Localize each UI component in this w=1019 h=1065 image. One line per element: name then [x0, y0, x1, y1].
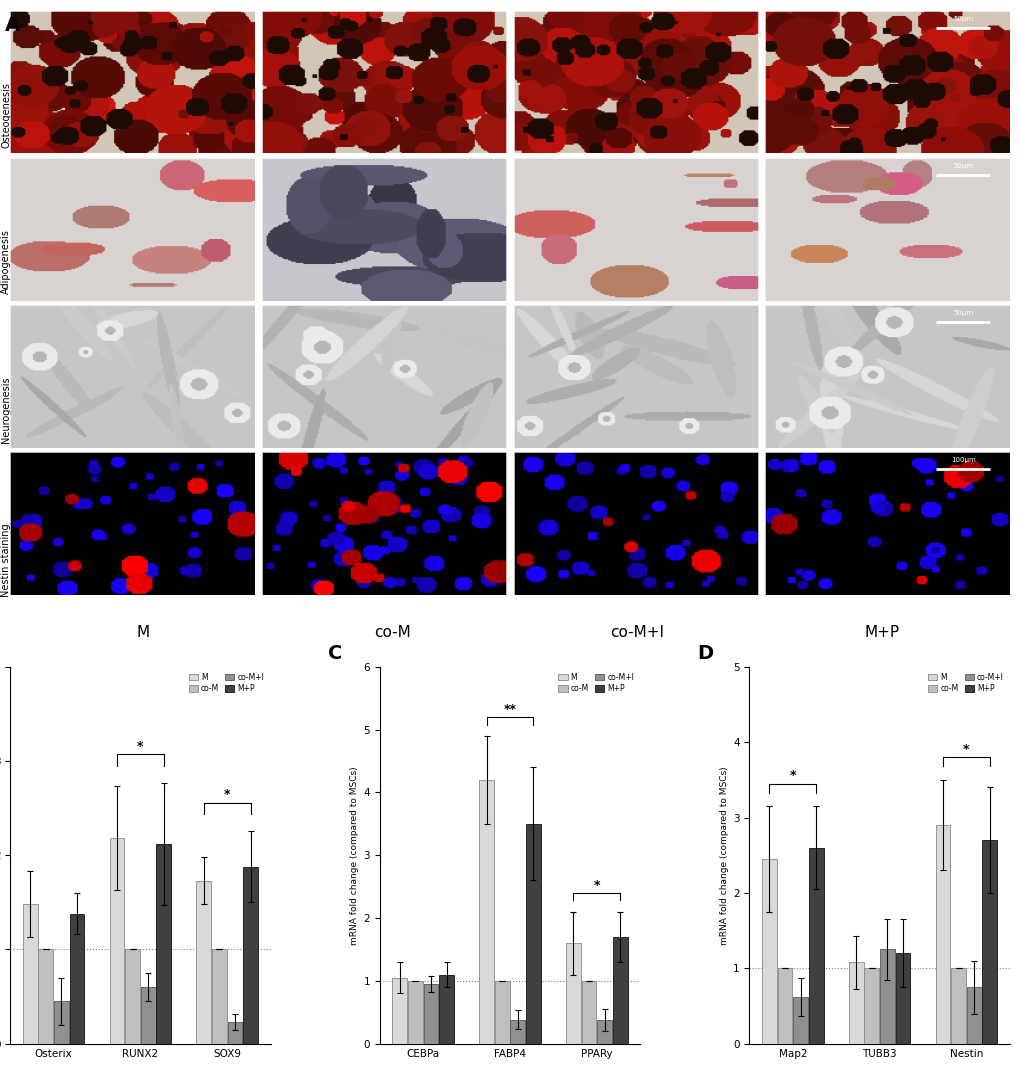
Bar — [494, 981, 510, 1044]
Text: 100μm: 100μm — [950, 457, 975, 463]
Bar — [156, 843, 171, 1044]
Bar — [895, 953, 910, 1044]
Bar — [141, 987, 156, 1044]
Bar — [69, 914, 85, 1044]
Text: C: C — [327, 644, 341, 663]
Y-axis label: mRNA fold change (compared to MSCs): mRNA fold change (compared to MSCs) — [719, 766, 729, 945]
Text: *: * — [223, 788, 230, 801]
Bar — [863, 968, 878, 1044]
Bar — [22, 904, 38, 1044]
Bar — [966, 987, 980, 1044]
Bar — [54, 1001, 68, 1044]
Bar — [776, 968, 792, 1044]
Text: co-M+I: co-M+I — [610, 625, 663, 640]
Text: A: A — [5, 16, 20, 35]
Bar — [981, 840, 997, 1044]
Bar — [109, 838, 124, 1044]
Text: 50μm: 50μm — [953, 163, 972, 169]
Bar — [510, 1020, 525, 1044]
Y-axis label: Osteogenesis: Osteogenesis — [1, 82, 11, 148]
Bar — [761, 859, 776, 1044]
Text: *: * — [593, 879, 599, 891]
Bar — [196, 881, 211, 1044]
Text: *: * — [962, 742, 969, 756]
Bar — [848, 963, 863, 1044]
Legend: M, co-M, co-M+I, M+P: M, co-M, co-M+I, M+P — [925, 671, 1005, 695]
Bar — [39, 950, 53, 1044]
Bar — [423, 984, 438, 1044]
Text: **: ** — [503, 703, 516, 716]
Y-axis label: Nestin staining: Nestin staining — [1, 523, 11, 597]
Bar — [808, 848, 823, 1044]
Text: 50μm: 50μm — [953, 16, 972, 22]
Bar — [951, 968, 965, 1044]
Bar — [439, 974, 453, 1044]
Bar — [612, 937, 627, 1044]
Text: M: M — [137, 625, 149, 640]
Y-axis label: Neurogenesis: Neurogenesis — [1, 376, 11, 443]
Text: M+P: M+P — [864, 625, 899, 640]
Bar — [596, 1020, 611, 1044]
Bar — [934, 825, 950, 1044]
Bar — [243, 867, 258, 1044]
Bar — [212, 950, 226, 1044]
Bar — [879, 950, 894, 1044]
Legend: M, co-M, co-M+I, M+P: M, co-M, co-M+I, M+P — [555, 671, 636, 695]
Text: 50μm: 50μm — [953, 310, 972, 316]
Bar — [227, 1022, 243, 1044]
Bar — [408, 981, 423, 1044]
Bar — [793, 997, 807, 1044]
Text: *: * — [137, 739, 144, 753]
Text: D: D — [697, 644, 713, 663]
Bar — [581, 981, 596, 1044]
Y-axis label: mRNA fold change (compared to MSCs): mRNA fold change (compared to MSCs) — [350, 766, 359, 945]
Y-axis label: Adipogenesis: Adipogenesis — [1, 229, 11, 294]
Bar — [566, 944, 580, 1044]
Bar — [125, 950, 140, 1044]
Bar — [526, 824, 540, 1044]
Text: co-M: co-M — [374, 625, 411, 640]
Bar — [479, 780, 493, 1044]
Bar — [392, 978, 407, 1044]
Text: *: * — [789, 769, 796, 782]
Legend: M, co-M, co-M+I, M+P: M, co-M, co-M+I, M+P — [186, 671, 266, 695]
